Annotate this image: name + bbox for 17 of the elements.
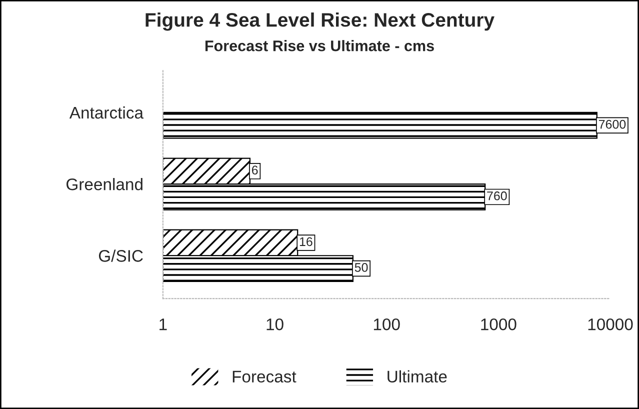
y-tick-label: G/SIC — [98, 250, 143, 262]
x-tick-label: 100 — [374, 318, 400, 330]
y-tick-label: Greenland — [66, 178, 142, 190]
data-label: 16 — [300, 237, 312, 246]
data-label: 6 — [252, 166, 258, 175]
data-label: 50 — [354, 263, 368, 272]
x-tick-label: 10000 — [588, 318, 633, 330]
x-tick-label: 1 — [160, 318, 167, 330]
y-tick-label: Antarctica — [69, 106, 144, 119]
chart-subtitle: Forecast Rise vs Ultimate - cms — [205, 40, 434, 52]
chart-title: Figure 4 Sea Level Rise: Next Century — [146, 12, 494, 31]
legend-label: Ultimate — [388, 370, 447, 383]
x-tick-label: 10 — [266, 318, 284, 330]
x-tick-label: 1000 — [481, 318, 516, 330]
data-label: 7600 — [598, 120, 626, 129]
legend-label: Forecast — [232, 370, 296, 383]
data-label: 760 — [487, 191, 507, 200]
